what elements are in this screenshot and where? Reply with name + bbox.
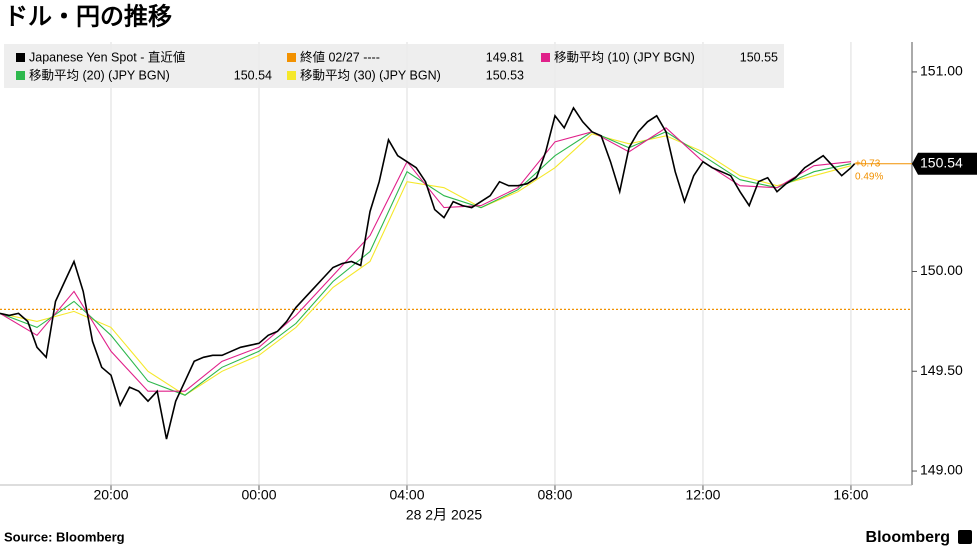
legend-swatch [16, 53, 25, 62]
last-value-label: 150.54 [920, 154, 963, 170]
source: Source: Bloomberg [4, 529, 125, 544]
legend-swatch [287, 53, 296, 62]
legend-swatch [16, 71, 25, 80]
last-value-badge [912, 152, 977, 175]
legend-box [4, 44, 784, 88]
x-tick-label: 08:00 [537, 487, 572, 503]
x-tick-label: 04:00 [389, 487, 424, 503]
x-tick-label: 20:00 [93, 487, 128, 503]
x-axis-label: 28 2月 2025 [406, 507, 482, 523]
annotation: 0.49% [855, 171, 883, 182]
legend-label: Japanese Yen Spot - 直近値 [29, 49, 185, 64]
series-line [0, 127, 852, 392]
y-tick-label: 150.00 [920, 262, 963, 278]
brand-icon [958, 530, 972, 544]
legend-value: 150.54 [234, 68, 272, 82]
brand: Bloomberg [866, 529, 950, 546]
legend-label: 移動平均 (30) (JPY BGN) [300, 68, 441, 82]
legend-swatch [541, 53, 550, 62]
legend-swatch [287, 71, 296, 80]
legend-value: 149.81 [486, 50, 524, 64]
y-tick-label: 149.50 [920, 362, 963, 378]
x-tick-label: 00:00 [241, 487, 276, 503]
chart-title: ドル・円の推移 [4, 3, 172, 30]
legend-label: 終値 02/27 ---- [300, 49, 380, 64]
legend-value: 150.55 [740, 50, 778, 64]
x-tick-label: 12:00 [685, 487, 720, 503]
series-line [0, 106, 856, 440]
x-tick-label: 16:00 [833, 487, 868, 503]
legend-label: 移動平均 (10) (JPY BGN) [554, 50, 695, 64]
legend-label: 移動平均 (20) (JPY BGN) [29, 68, 170, 82]
y-tick-label: 151.00 [920, 63, 963, 79]
y-tick-label: 149.00 [920, 462, 963, 478]
legend-value: 150.53 [486, 68, 524, 82]
annotation: +0.73 [855, 158, 881, 169]
series-line [0, 131, 852, 396]
